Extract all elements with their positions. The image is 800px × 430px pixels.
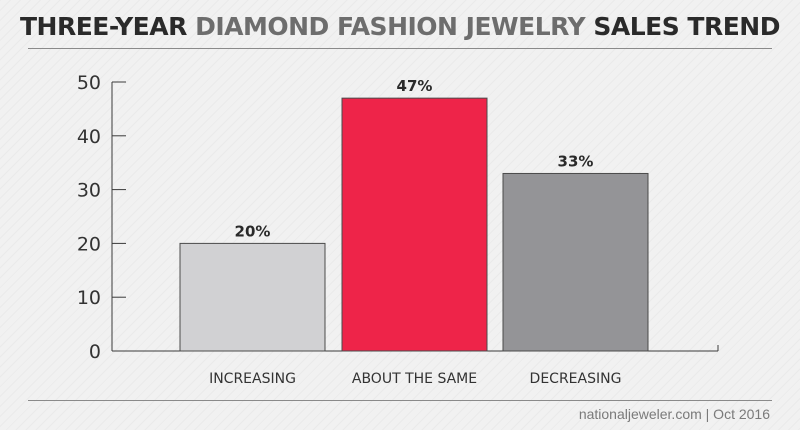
- y-tick-label: 40: [77, 126, 101, 148]
- y-tick-label: 50: [77, 72, 101, 94]
- x-category-label: DECREASING: [530, 371, 622, 387]
- title-part-1: THREE-YEAR: [20, 12, 187, 41]
- x-category-label: INCREASING: [209, 371, 296, 387]
- bottom-divider: [28, 400, 772, 401]
- bar: [502, 172, 649, 352]
- bar-data-label: 20%: [235, 222, 271, 240]
- bar: [179, 242, 326, 352]
- x-category-label: ABOUT THE SAME: [352, 371, 477, 387]
- top-divider: [28, 48, 772, 49]
- bars: 20% 47% 33%: [179, 77, 649, 352]
- y-tick-label: 0: [89, 341, 101, 363]
- source-credit: nationaljeweler.com | Oct 2016: [578, 406, 770, 422]
- bar-data-label: 47%: [397, 77, 433, 95]
- bar-data-label: 33%: [558, 152, 594, 170]
- y-tick-label: 20: [77, 233, 101, 255]
- chart-title: THREE-YEAR DIAMOND FASHION JEWELRY SALES…: [0, 8, 800, 46]
- title-part-2: DIAMOND FASHION JEWELRY: [195, 12, 586, 41]
- bar-chart: 0 10 20 30 40 50 20% 47% 33% INCREASING ABOUT TH…: [77, 72, 719, 387]
- bar: [341, 97, 488, 352]
- title-part-3: SALES TREND: [593, 12, 780, 41]
- y-tick-label: 30: [77, 180, 101, 202]
- y-tick-label: 10: [77, 287, 101, 309]
- x-axis-labels: INCREASING ABOUT THE SAME DECREASING: [209, 371, 621, 387]
